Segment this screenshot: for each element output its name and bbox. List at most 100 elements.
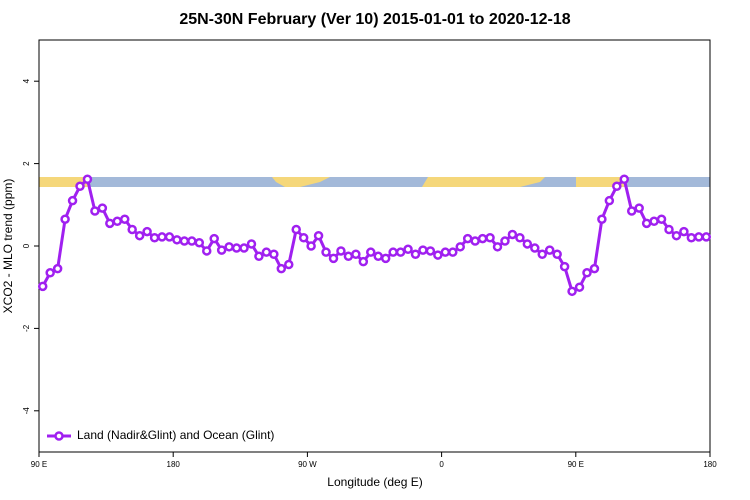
point xyxy=(134,230,145,241)
point xyxy=(366,247,376,257)
point xyxy=(254,251,264,262)
land-ocean-band xyxy=(39,177,710,187)
point xyxy=(418,245,428,255)
point xyxy=(410,249,421,259)
point xyxy=(656,214,667,224)
point xyxy=(157,232,167,242)
point xyxy=(403,244,413,255)
point xyxy=(694,232,704,242)
point xyxy=(179,236,190,246)
point xyxy=(172,235,182,245)
point xyxy=(552,249,562,259)
point xyxy=(119,214,130,224)
point xyxy=(626,206,637,216)
point xyxy=(634,203,644,213)
point xyxy=(60,214,70,224)
x-tick-label: 90 E xyxy=(31,460,47,469)
point xyxy=(679,226,689,237)
point xyxy=(582,268,592,278)
point xyxy=(284,259,294,270)
point xyxy=(105,218,115,229)
point xyxy=(477,233,488,244)
point xyxy=(261,247,272,257)
point xyxy=(246,239,257,249)
point xyxy=(574,282,585,292)
point xyxy=(649,216,659,227)
legend-label: Land (Nadir&Glint) and Ocean (Glint) xyxy=(77,428,274,442)
y-tick-label: 0 xyxy=(22,243,31,248)
point xyxy=(194,237,205,248)
point xyxy=(112,216,123,227)
x-tick-label: 90 W xyxy=(298,460,317,469)
y-tick-label: 2 xyxy=(22,161,31,166)
x-tick-label: 180 xyxy=(703,460,717,469)
point xyxy=(544,245,555,255)
point xyxy=(515,233,525,243)
point xyxy=(202,246,212,256)
point xyxy=(142,226,152,237)
point xyxy=(589,263,600,274)
point xyxy=(530,243,540,253)
point xyxy=(619,174,630,185)
point xyxy=(373,251,383,262)
point xyxy=(470,236,480,246)
point xyxy=(507,229,518,240)
point xyxy=(671,230,682,241)
point xyxy=(75,181,85,192)
legend-marker xyxy=(54,431,64,441)
point xyxy=(380,253,391,264)
point xyxy=(269,249,279,259)
plot-frame xyxy=(38,39,711,453)
point xyxy=(604,195,615,206)
point xyxy=(313,230,324,241)
x-axis-label: Longitude (deg E) xyxy=(327,475,422,489)
point xyxy=(537,249,547,259)
point xyxy=(559,261,570,272)
point xyxy=(45,268,55,278)
chart-title: 25N-30N February (Ver 10) 2015-01-01 to … xyxy=(179,11,570,28)
point xyxy=(276,263,287,274)
point xyxy=(336,246,346,256)
point xyxy=(67,195,78,206)
x-tick-label: 180 xyxy=(167,460,181,469)
point xyxy=(641,218,652,229)
point xyxy=(701,232,712,242)
point xyxy=(492,242,503,252)
y-tick-label: -4 xyxy=(22,407,31,415)
point xyxy=(209,233,219,244)
point xyxy=(216,245,227,255)
point xyxy=(612,181,622,192)
point xyxy=(664,224,674,235)
point xyxy=(328,253,339,264)
point xyxy=(343,251,354,262)
point xyxy=(597,214,607,224)
y-axis-label: XCO2 - MLO trend (ppm) xyxy=(1,179,15,314)
point xyxy=(425,246,436,256)
point xyxy=(358,256,369,267)
point xyxy=(433,250,443,260)
point xyxy=(440,247,451,257)
point xyxy=(298,233,309,243)
point xyxy=(500,236,510,246)
point xyxy=(351,249,361,259)
point xyxy=(231,243,242,253)
point xyxy=(462,233,473,244)
point xyxy=(686,233,697,243)
point xyxy=(164,232,175,242)
x-tick-label: 90 E xyxy=(568,460,584,469)
point xyxy=(291,224,301,235)
point xyxy=(239,243,249,253)
point xyxy=(522,239,533,249)
point xyxy=(187,236,197,246)
point xyxy=(149,233,160,243)
y-tick-label: -2 xyxy=(22,324,31,332)
point xyxy=(82,174,93,185)
y-tick-label: 4 xyxy=(22,78,31,83)
point xyxy=(224,242,234,252)
point xyxy=(97,203,108,213)
point xyxy=(388,247,398,257)
point xyxy=(127,224,137,235)
point xyxy=(52,263,63,274)
